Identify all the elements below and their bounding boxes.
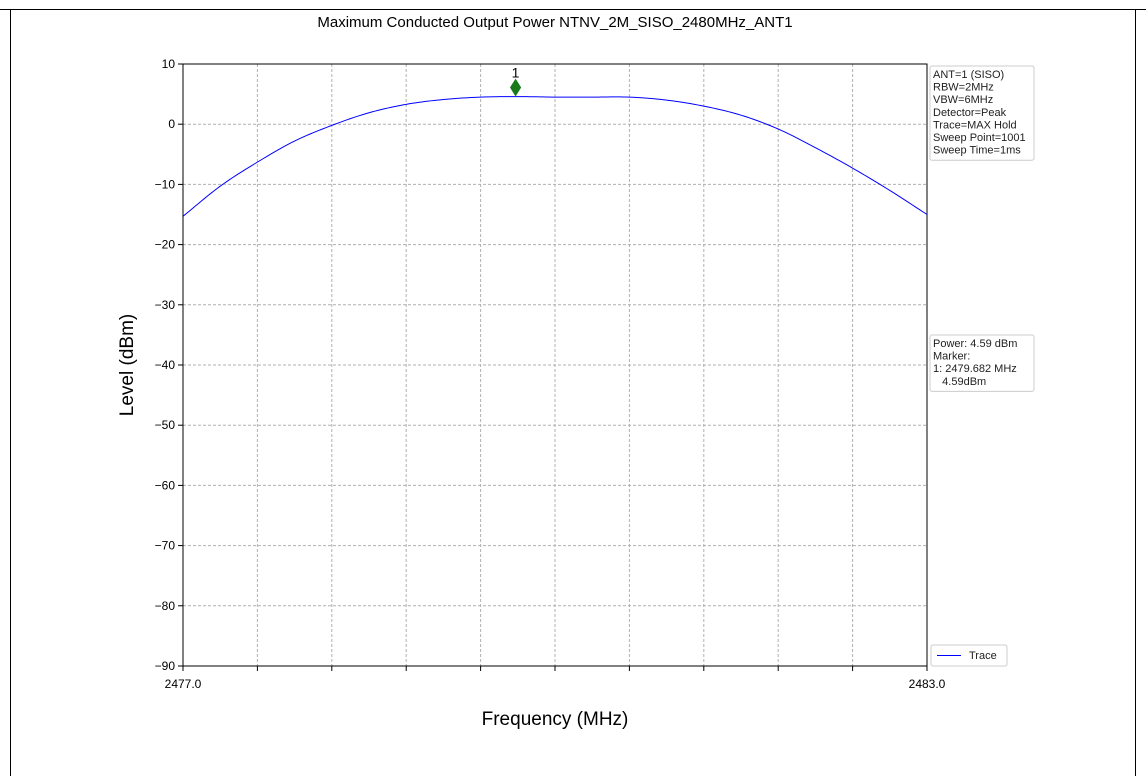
y-tick-label: −50 bbox=[155, 418, 176, 432]
y-tick-label: −40 bbox=[155, 358, 176, 372]
settings-box-line: Trace=MAX Hold bbox=[933, 119, 1017, 131]
y-axis: 10 0 −10 −20 −30 −40 −50 −60 −70 −80 −90 bbox=[155, 57, 183, 673]
result-box-line: 4.59dBm bbox=[933, 376, 986, 388]
y-tick-label: −20 bbox=[155, 238, 176, 252]
y-tick-label: −90 bbox=[155, 659, 176, 673]
y-axis-label: Level (dBm) bbox=[117, 314, 138, 416]
x-axis-label: Frequency (MHz) bbox=[482, 709, 629, 730]
settings-box-line: Detector=Peak bbox=[933, 107, 1007, 119]
x-tick-label: 2477.0 bbox=[165, 677, 202, 691]
marker-label: 1 bbox=[512, 65, 520, 81]
y-tick-label: −30 bbox=[155, 298, 176, 312]
series-line-trace bbox=[182, 96, 928, 217]
settings-box-line: Sweep Time=1ms bbox=[933, 145, 1021, 157]
y-tick-label: −70 bbox=[155, 539, 176, 553]
result-box-line: 1: 2479.682 MHz bbox=[933, 363, 1017, 375]
settings-box-line: RBW=2MHz bbox=[933, 82, 994, 94]
legend-label-trace: Trace bbox=[969, 650, 997, 662]
y-tick-label: −10 bbox=[155, 177, 176, 191]
result-box-line: Marker: bbox=[933, 351, 970, 363]
y-tick-label: 10 bbox=[162, 57, 176, 71]
marker-layer: 1 bbox=[509, 65, 522, 97]
y-tick-label: −60 bbox=[155, 478, 176, 492]
series-layer bbox=[182, 96, 928, 217]
legend-frame bbox=[930, 644, 1008, 667]
settings-box-line: Sweep Point=1001 bbox=[933, 132, 1026, 144]
y-tick-label: 0 bbox=[168, 117, 175, 131]
x-tick-label: 2483.0 bbox=[909, 677, 946, 691]
result-box-frame bbox=[929, 334, 1035, 392]
settings-box-line: ANT=1 (SISO) bbox=[933, 69, 1004, 81]
settings-box-frame bbox=[929, 65, 1035, 161]
result-box-line: Power: 4.59 dBm bbox=[933, 338, 1017, 350]
chart-title: Maximum Conducted Output Power NTNV_2M_S… bbox=[317, 14, 792, 31]
marker-diamond bbox=[509, 78, 522, 97]
x-axis: 2477.0 2483.0 bbox=[165, 666, 946, 691]
grid bbox=[183, 64, 927, 666]
y-tick-label: −80 bbox=[155, 599, 176, 613]
settings-box-line: VBW=6MHz bbox=[933, 94, 993, 106]
legend: Trace bbox=[930, 644, 1008, 667]
settings-box: ANT=1 (SISO)RBW=2MHzVBW=6MHzDetector=Pea… bbox=[929, 65, 1035, 161]
